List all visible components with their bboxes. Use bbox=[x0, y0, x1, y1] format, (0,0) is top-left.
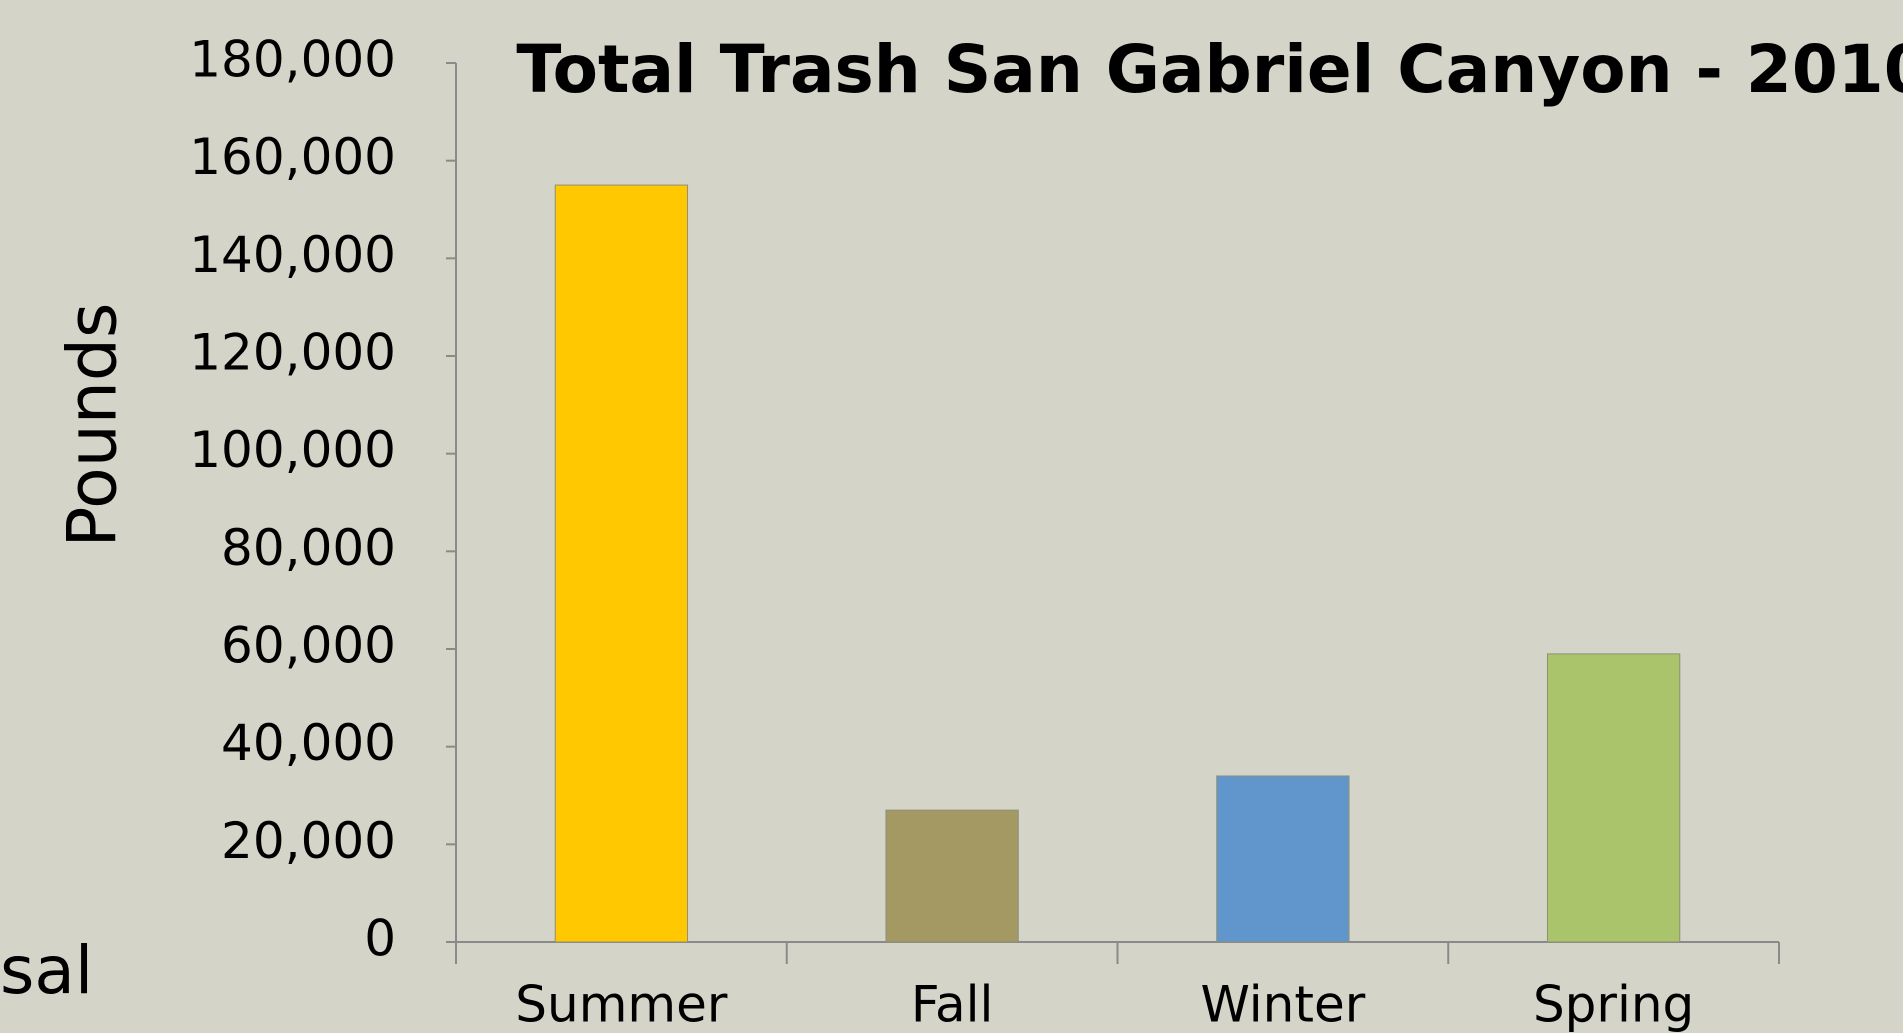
y-tick-label: 120,000 bbox=[189, 324, 396, 382]
side-text: sal bbox=[0, 932, 93, 1009]
bar bbox=[555, 185, 687, 942]
y-tick-label: 20,000 bbox=[221, 812, 396, 870]
x-tick-label: Winter bbox=[1200, 976, 1365, 1033]
x-tick-label: Fall bbox=[911, 976, 994, 1033]
chart: Total Trash San Gabriel Canyon - 2010 Po… bbox=[0, 0, 1903, 1033]
y-tick-label: 180,000 bbox=[189, 31, 396, 89]
x-tick-label: Spring bbox=[1533, 976, 1694, 1033]
bar bbox=[1217, 776, 1349, 942]
y-axis-label: Pounds bbox=[54, 303, 133, 548]
y-tick-label: 40,000 bbox=[221, 714, 396, 772]
bar bbox=[1547, 654, 1679, 942]
y-tick-label: 100,000 bbox=[189, 421, 396, 479]
y-tick-label: 60,000 bbox=[221, 617, 396, 675]
x-tick-label: Summer bbox=[515, 976, 728, 1033]
bar bbox=[886, 810, 1018, 942]
page: {"chart_data": {"type": "bar", "title": … bbox=[0, 0, 1903, 1033]
y-tick-label: 0 bbox=[364, 910, 396, 968]
y-tick-label: 140,000 bbox=[189, 226, 396, 284]
y-tick-label: 80,000 bbox=[221, 519, 396, 577]
y-tick-label: 160,000 bbox=[189, 128, 396, 186]
chart-title: Total Trash San Gabriel Canyon - 2010 bbox=[516, 31, 1903, 108]
